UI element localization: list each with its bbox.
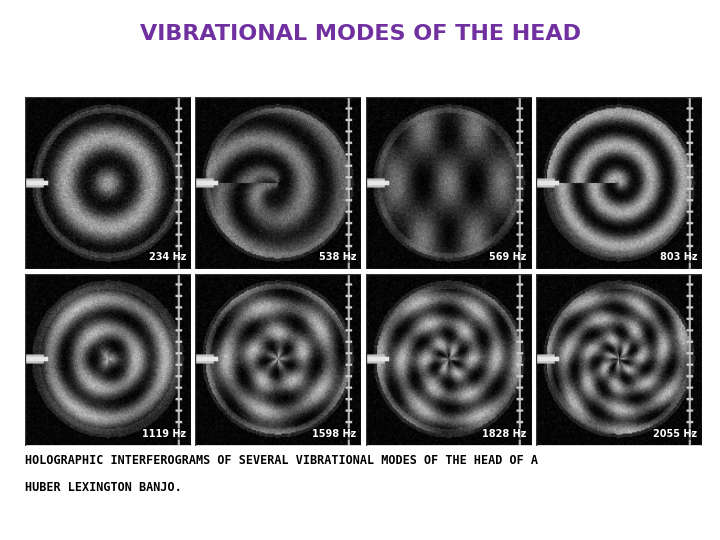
Text: HUBER LEXINGTON BANJO.: HUBER LEXINGTON BANJO. xyxy=(25,481,182,494)
Text: 1119 Hz: 1119 Hz xyxy=(142,429,186,438)
Text: 234 Hz: 234 Hz xyxy=(149,252,186,262)
Text: 1598 Hz: 1598 Hz xyxy=(312,429,356,438)
Text: 2055 Hz: 2055 Hz xyxy=(653,429,697,438)
Text: 538 Hz: 538 Hz xyxy=(319,252,356,262)
Text: 1828 Hz: 1828 Hz xyxy=(482,429,527,438)
Text: VIBRATIONAL MODES OF THE HEAD: VIBRATIONAL MODES OF THE HEAD xyxy=(140,24,580,44)
Text: 803 Hz: 803 Hz xyxy=(660,252,697,262)
Text: HOLOGRAPHIC INTERFEROGRAMS OF SEVERAL VIBRATIONAL MODES OF THE HEAD OF A: HOLOGRAPHIC INTERFEROGRAMS OF SEVERAL VI… xyxy=(25,454,539,467)
Text: 569 Hz: 569 Hz xyxy=(490,252,527,262)
